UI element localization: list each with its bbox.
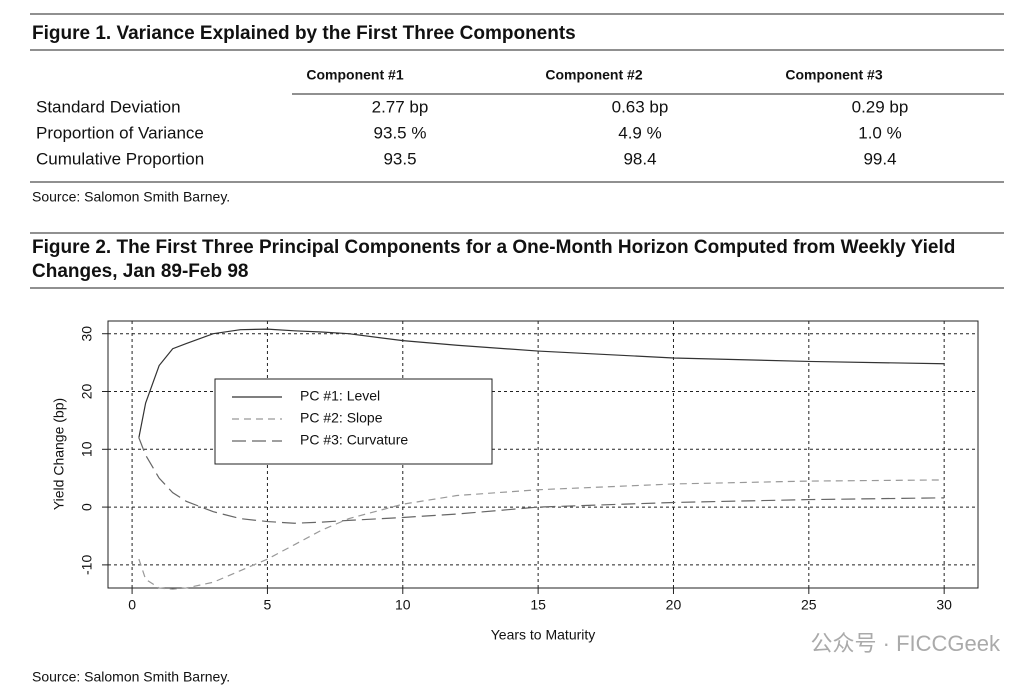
y-tick-label: -10 (79, 555, 95, 575)
figure-title: Figure 2. The First Three Principal Comp… (32, 237, 955, 258)
cell: 2.77 bp (372, 97, 429, 116)
x-tick-label: 20 (666, 597, 682, 613)
cell: 0.29 bp (852, 97, 909, 116)
row-label: Cumulative Proportion (36, 149, 204, 168)
x-tick-label: 25 (801, 597, 817, 613)
source: Source: Salomon Smith Barney. (32, 669, 230, 685)
cell: 93.5 % (374, 123, 427, 142)
y-axis-label: Yield Change (bp) (51, 398, 67, 510)
cell: 93.5 (383, 149, 416, 168)
series-line (138, 479, 945, 590)
column-header: Component #2 (545, 67, 642, 83)
legend-label: PC #3: Curvature (300, 432, 408, 448)
column-header: Component #1 (306, 67, 403, 83)
x-tick-label: 0 (128, 597, 136, 613)
x-tick-label: 10 (395, 597, 411, 613)
legend (214, 378, 493, 465)
figure-title: Changes, Jan 89-Feb 98 (32, 261, 248, 282)
legend-label: PC #2: Slope (300, 410, 383, 426)
cell: 99.4 (863, 149, 896, 168)
y-tick-label: 0 (79, 503, 95, 511)
lines (138, 328, 945, 590)
legend-label: PC #1: Level (300, 388, 380, 404)
x-tick-label: 30 (936, 597, 952, 613)
column-header: Component #3 (785, 67, 882, 83)
cell: 4.9 % (618, 123, 661, 142)
cell: 98.4 (623, 149, 656, 168)
x-tick-label: 15 (530, 597, 546, 613)
x-axis-label: Years to Maturity (491, 627, 596, 643)
row-label: Standard Deviation (36, 97, 181, 116)
watermark: 公众号 · FICCGeek (811, 631, 1001, 656)
y-tick-label: 20 (79, 384, 95, 400)
series-line (138, 437, 945, 524)
row-label: Proportion of Variance (36, 123, 204, 142)
figure-title: Figure 1. Variance Explained by the Firs… (32, 23, 576, 44)
x-tick-label: 5 (264, 597, 272, 613)
y-tick-label: 10 (79, 441, 95, 457)
series-line (138, 328, 945, 438)
cell: 1.0 % (858, 123, 901, 142)
cell: 0.63 bp (612, 97, 669, 116)
plot-frame (107, 320, 979, 589)
source: Source: Salomon Smith Barney. (32, 189, 230, 205)
y-tick-label: 30 (79, 326, 95, 342)
